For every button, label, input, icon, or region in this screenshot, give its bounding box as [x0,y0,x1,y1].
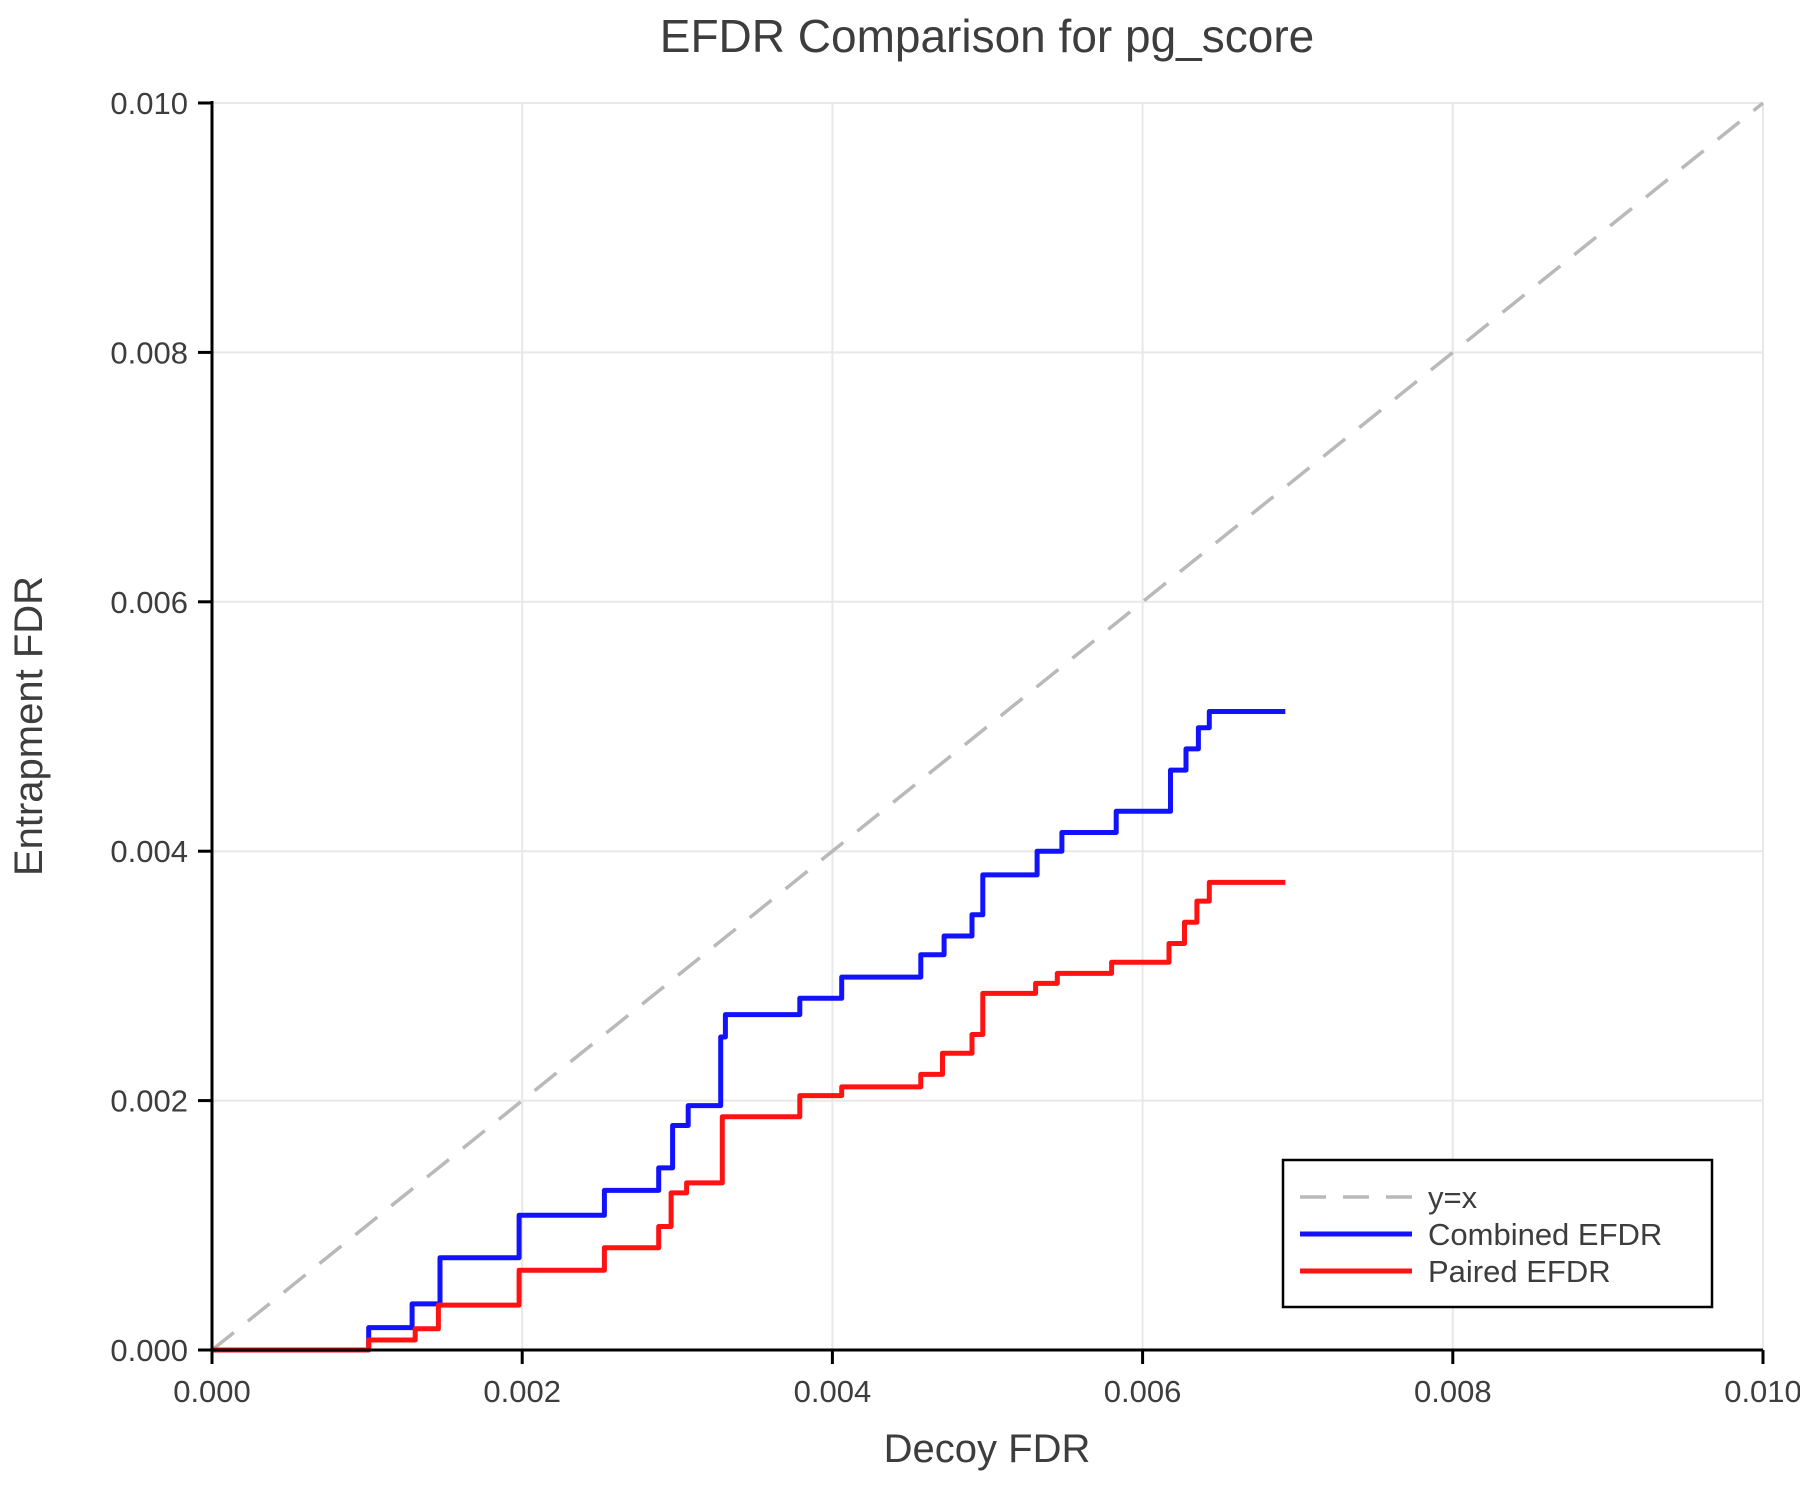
gridlines [212,102,1764,1350]
x-tick-label: 0.004 [794,1374,872,1409]
chart-title: EFDR Comparison for pg_score [660,10,1314,62]
axis-spines [210,101,1763,1352]
y-tick-label: 0.002 [110,1084,188,1119]
x-axis-label: Decoy FDR [884,1427,1091,1471]
legend-label-paired: Paired EFDR [1428,1254,1611,1289]
y-tick-label: 0.010 [110,86,188,121]
y-tick-label: 0.006 [110,585,188,620]
x-tick-label: 0.008 [1414,1374,1492,1409]
x-tick-label: 0.010 [1724,1374,1800,1409]
legend-label-combined: Combined EFDR [1428,1217,1662,1252]
series-layer [210,101,1765,1353]
combined-efdr-line [212,709,1286,1353]
x-tick-label: 0.002 [483,1374,561,1409]
y-tick-label: 0.000 [110,1333,188,1368]
identity-line [210,101,1765,1352]
paired-efdr-line [212,879,1286,1353]
legend-label-identity: y=x [1428,1180,1478,1215]
x-tick-label: 0.000 [173,1374,251,1409]
y-tick-label: 0.008 [110,335,188,370]
x-tick-label: 0.006 [1104,1374,1182,1409]
y-axis-label: Entrapment FDR [7,576,51,876]
legend: y=x Combined EFDR Paired EFDR [1281,1158,1714,1309]
axis-ticks: 0.000 0.002 0.004 0.006 0.008 0.010 0.000 0.002… [110,86,1800,1409]
y-tick-label: 0.004 [110,834,188,869]
